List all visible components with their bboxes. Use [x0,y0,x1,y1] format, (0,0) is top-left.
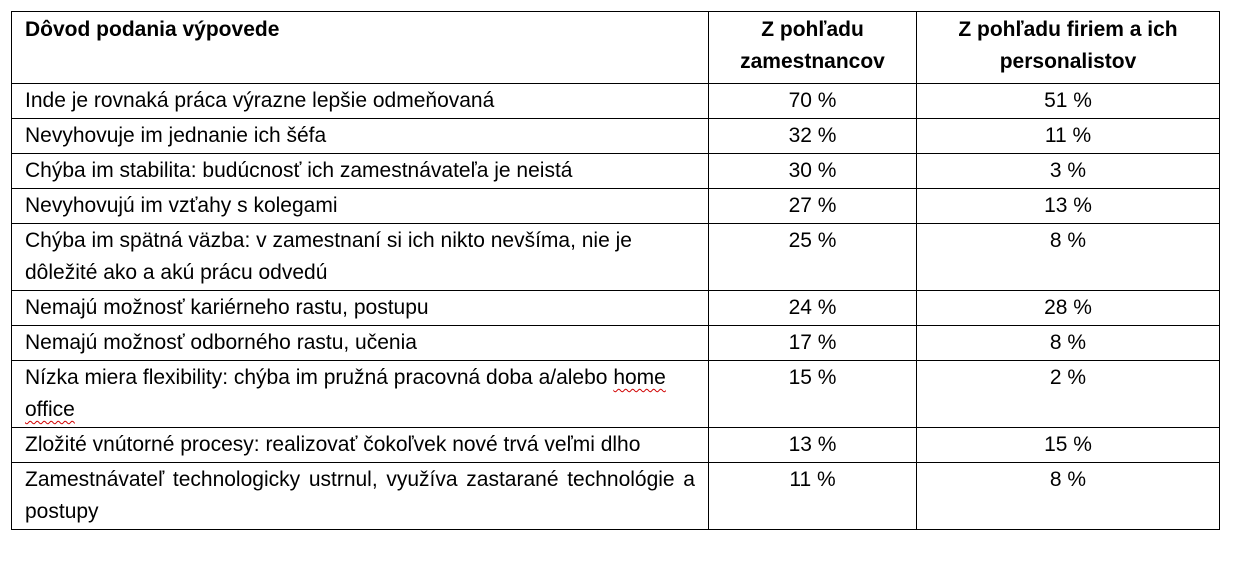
employees-value: 27 % [708,188,917,224]
reason-cell: Chýba im stabilita: budúcnosť ich zamest… [11,153,709,189]
companies-value: 11 % [916,118,1220,154]
employees-value: 17 % [708,325,917,361]
employees-value: 30 % [708,153,917,189]
resignation-reasons-table: Dôvod podania výpovede Z pohľadu zamestn… [11,11,1220,530]
table-row: Nevyhovuje im jednanie ich šéfa 32 % 11 … [11,118,1220,154]
employees-value: 11 % [708,462,917,530]
companies-value: 28 % [916,290,1220,326]
reason-cell: Chýba im spätná väzba: v zamestnaní si i… [11,223,709,291]
table-row: Chýba im stabilita: budúcnosť ich zamest… [11,153,1220,189]
employees-value: 25 % [708,223,917,291]
reason-text: Nízka miera flexibility: chýba im pružná… [25,366,608,389]
document-page: Dôvod podania výpovede Z pohľadu zamestn… [11,11,1220,530]
reason-cell: Nízka miera flexibility: chýba im pružná… [11,360,709,428]
employees-value: 32 % [708,118,917,154]
table-row: Zamestnávateľ technologicky ustrnul, vyu… [11,462,1220,530]
companies-value: 8 % [916,325,1220,361]
header-reason: Dôvod podania výpovede [11,11,709,84]
table-header-row: Dôvod podania výpovede Z pohľadu zamestn… [11,11,1220,84]
reason-cell: Nemajú možnosť odborného rastu, učenia [11,325,709,361]
table-row: Zložité vnútorné procesy: realizovať čok… [11,427,1220,463]
table-row: Inde je rovnaká práca výrazne lepšie odm… [11,83,1220,119]
table-row: Nemajú možnosť kariérneho rastu, postupu… [11,290,1220,326]
reason-cell: Zamestnávateľ technologicky ustrnul, vyu… [11,462,709,530]
companies-value: 8 % [916,223,1220,291]
companies-value: 3 % [916,153,1220,189]
table-row: Nemajú možnosť odborného rastu, učenia 1… [11,325,1220,361]
companies-value: 8 % [916,462,1220,530]
employees-value: 24 % [708,290,917,326]
table-header: Dôvod podania výpovede Z pohľadu zamestn… [11,11,1220,84]
reason-cell: Nevyhovujú im vzťahy s kolegami [11,188,709,224]
companies-value: 15 % [916,427,1220,463]
reason-cell: Nemajú možnosť kariérneho rastu, postupu [11,290,709,326]
table-body: Inde je rovnaká práca výrazne lepšie odm… [11,83,1220,530]
reason-cell: Nevyhovuje im jednanie ich šéfa [11,118,709,154]
table-row: Chýba im spätná väzba: v zamestnaní si i… [11,223,1220,291]
companies-value: 13 % [916,188,1220,224]
employees-value: 70 % [708,83,917,119]
employees-value: 15 % [708,360,917,428]
companies-value: 51 % [916,83,1220,119]
header-companies: Z pohľadu firiem a ich personalistov [916,11,1220,84]
reason-cell: Inde je rovnaká práca výrazne lepšie odm… [11,83,709,119]
employees-value: 13 % [708,427,917,463]
reason-cell: Zložité vnútorné procesy: realizovať čok… [11,427,709,463]
spellcheck-underlined-text: home office [25,366,666,421]
table-row: Nízka miera flexibility: chýba im pružná… [11,360,1220,428]
header-employees: Z pohľadu zamestnancov [708,11,917,84]
table-row: Nevyhovujú im vzťahy s kolegami 27 % 13 … [11,188,1220,224]
companies-value: 2 % [916,360,1220,428]
